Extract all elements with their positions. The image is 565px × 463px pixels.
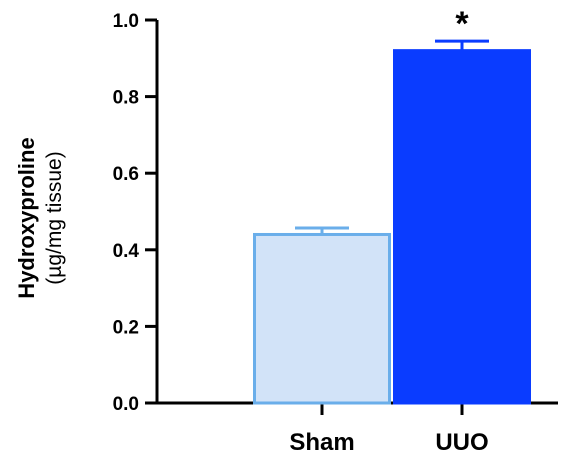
y-tick-label: 0.6 bbox=[113, 164, 139, 185]
bar-uuo bbox=[393, 49, 531, 405]
y-axis-title-group: Hydroxyproline (µg/mg tissue) bbox=[14, 137, 66, 298]
y-tick-label: 1.0 bbox=[113, 11, 139, 32]
x-tick-label: UUO bbox=[435, 429, 488, 456]
bars bbox=[253, 39, 531, 405]
x-tick-label: Sham bbox=[289, 429, 354, 456]
labels: 0.0 0.2 0.4 0.6 0.8 1.0 Sham UUO * bbox=[113, 5, 489, 456]
y-axis-unit: (µg/mg tissue) bbox=[43, 151, 66, 284]
y-tick-label: 0.4 bbox=[113, 241, 140, 262]
y-axis-title: Hydroxyproline bbox=[14, 137, 39, 298]
y-tick-label: 0.8 bbox=[113, 88, 139, 109]
significance-marker: * bbox=[455, 5, 469, 43]
bar-sham bbox=[253, 232, 391, 405]
y-tick-label: 0.0 bbox=[113, 394, 139, 415]
y-tick-label: 0.2 bbox=[113, 317, 139, 338]
